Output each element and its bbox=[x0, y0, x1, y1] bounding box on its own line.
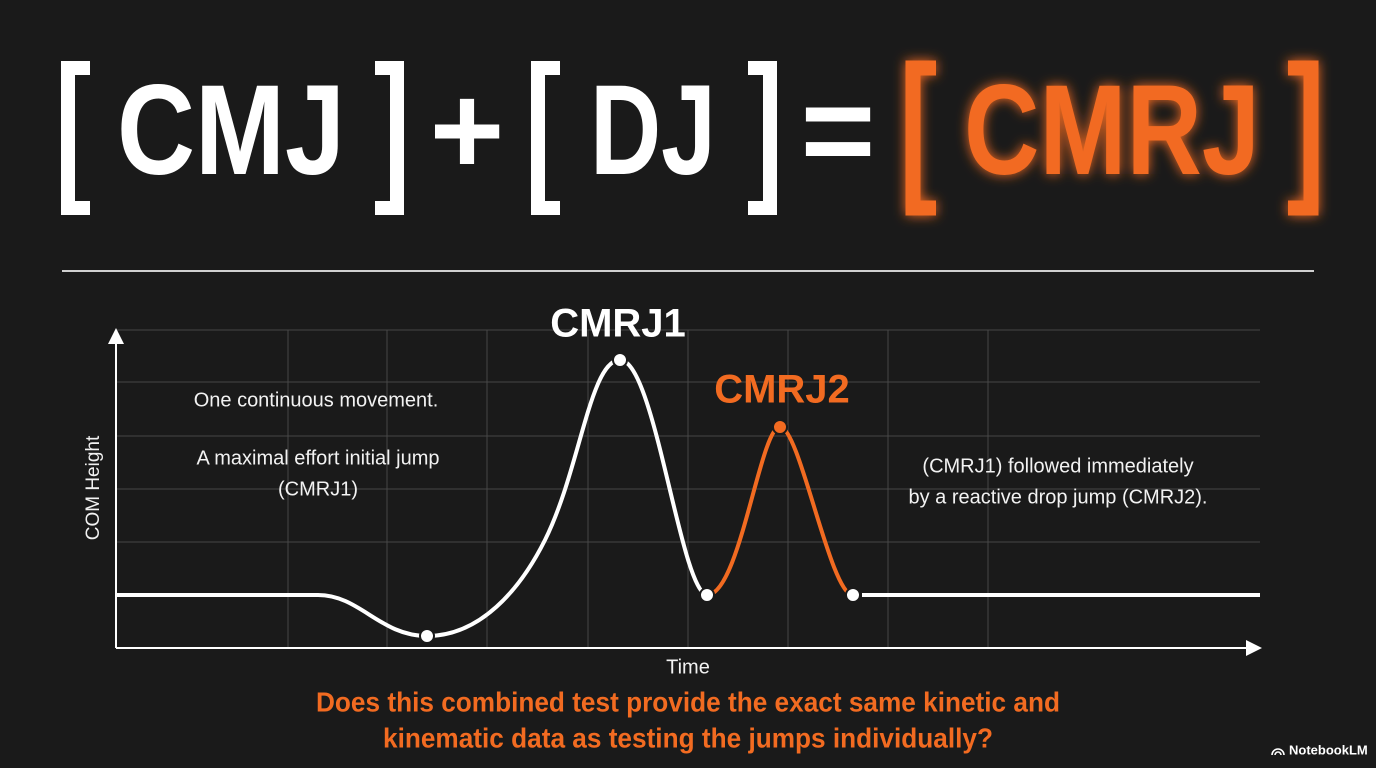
com-curve bbox=[116, 357, 708, 639]
note: One continuous movement. bbox=[194, 389, 439, 411]
y-axis-label: COM Height bbox=[83, 435, 104, 540]
watermark-icon bbox=[1271, 748, 1285, 756]
watermark: NotebookLM bbox=[1289, 742, 1368, 757]
curve-points bbox=[419, 352, 861, 644]
result-term: CMRJ bbox=[964, 59, 1260, 202]
term: DJ bbox=[590, 59, 716, 202]
note: A maximal effort initial jump bbox=[196, 447, 439, 469]
note: by a reactive drop jump (CMRJ2). bbox=[909, 486, 1208, 508]
question: kinematic data as testing the jumps indi… bbox=[383, 722, 993, 753]
question: Does this combined test provide the exac… bbox=[316, 686, 1060, 717]
note: (CMRJ1) followed immediately bbox=[922, 455, 1193, 477]
term: CMJ bbox=[117, 59, 345, 202]
x-axis-label: Time bbox=[666, 656, 710, 678]
grid bbox=[116, 329, 1260, 648]
highlight-brackets bbox=[905, 60, 1319, 216]
operator: + bbox=[430, 59, 505, 202]
brackets bbox=[61, 61, 777, 215]
operator: = bbox=[801, 59, 876, 202]
note: (CMRJ1) bbox=[278, 478, 358, 500]
peak-label: CMRJ2 bbox=[714, 368, 850, 412]
peak-label: CMRJ1 bbox=[550, 302, 686, 346]
